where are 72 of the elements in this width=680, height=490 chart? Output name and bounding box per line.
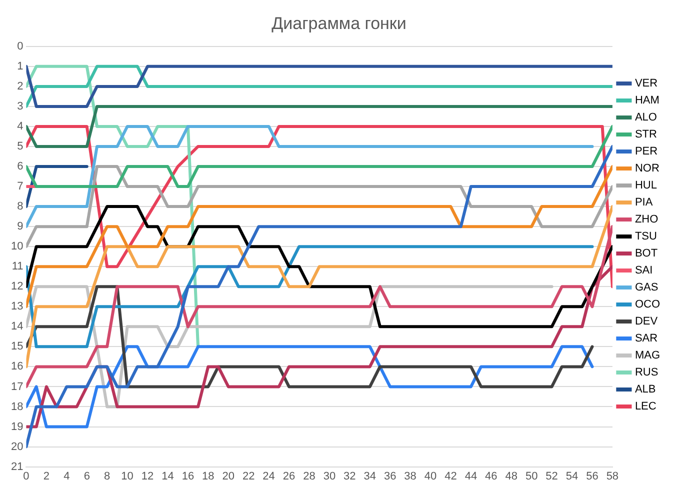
y-tick-label: 7 <box>17 180 24 193</box>
x-tick-label: 2 <box>43 470 50 482</box>
y-tick-label: 15 <box>10 340 24 353</box>
x-tick-label: 6 <box>84 470 90 482</box>
legend-label: DEV <box>634 316 658 328</box>
x-tick-label: 22 <box>242 470 255 482</box>
legend-label: SAI <box>634 264 653 277</box>
x-tick-label: 56 <box>586 470 598 482</box>
y-tick-label: 13 <box>10 300 24 313</box>
legend-label: ALO <box>634 112 658 124</box>
legend-label: STR <box>634 128 657 141</box>
y-tick-label: 4 <box>17 120 24 133</box>
legend-label: NOR <box>634 162 660 175</box>
y-tick-label: 14 <box>10 320 24 333</box>
x-tick-label: 4 <box>64 470 70 482</box>
x-tick-label: 42 <box>444 470 457 482</box>
x-tick-label: 30 <box>323 470 336 482</box>
y-tick-label: 5 <box>17 140 24 153</box>
y-tick-label: 19 <box>10 420 24 433</box>
legend-label: RUS <box>634 366 658 379</box>
y-tick-label: 11 <box>12 260 24 273</box>
legend-label: BOT <box>634 248 658 260</box>
x-tick-label: 46 <box>485 470 498 482</box>
x-tick-label: 16 <box>182 470 194 482</box>
x-tick-label: 52 <box>546 470 558 482</box>
y-tick-label: 18 <box>10 400 24 413</box>
y-tick-label: 9 <box>17 220 24 233</box>
y-tick-label: 6 <box>17 160 24 173</box>
legend-label: HUL <box>634 180 657 192</box>
legend-label: PIA <box>634 196 654 209</box>
x-tick-label: 36 <box>384 470 396 482</box>
x-tick-label: 28 <box>303 470 316 482</box>
legend-label: OCO <box>634 298 660 311</box>
y-tick-label: 1 <box>17 60 24 72</box>
x-tick-label: 8 <box>104 470 110 482</box>
x-tick-label: 54 <box>566 470 578 482</box>
x-tick-label: 48 <box>505 470 518 482</box>
y-tick-label: 20 <box>10 440 24 453</box>
x-tick-label: 12 <box>141 470 154 482</box>
x-tick-label: 20 <box>222 470 234 482</box>
legend-label: VER <box>634 78 658 90</box>
y-tick-label: 16 <box>10 360 24 373</box>
y-tick-label: 21 <box>10 460 24 473</box>
y-tick-label: 8 <box>17 200 24 213</box>
y-tick-label: 12 <box>10 280 24 293</box>
x-tick-label: 24 <box>262 470 275 482</box>
x-tick-label: 26 <box>282 470 296 482</box>
legend-label: HAM <box>634 94 660 107</box>
legend-label: LEC <box>634 400 656 413</box>
x-tick-label: 58 <box>606 470 619 482</box>
y-tick-label: 3 <box>17 100 24 112</box>
x-tick-label: 40 <box>424 470 437 482</box>
legend-label: ALB <box>634 384 656 396</box>
x-tick-label: 10 <box>121 470 134 482</box>
y-tick-label: 17 <box>10 380 24 393</box>
x-tick-label: 38 <box>404 470 416 482</box>
legend-label: SAR <box>634 332 658 345</box>
y-tick-label: 0 <box>17 40 24 52</box>
x-tick-label: 34 <box>364 470 376 482</box>
x-tick-label: 14 <box>162 470 174 482</box>
x-tick-label: 18 <box>202 470 214 482</box>
legend-label: ZHO <box>634 214 659 226</box>
y-tick-label: 2 <box>17 80 24 92</box>
chart-title: Диаграмма гонки <box>272 14 406 33</box>
y-tick-label: 10 <box>10 240 24 253</box>
x-tick-label: 44 <box>464 470 478 482</box>
x-tick-label: 32 <box>344 470 356 482</box>
x-tick-label: 50 <box>525 470 538 482</box>
legend-label: MAG <box>634 350 660 362</box>
legend-label: GAS <box>634 282 658 294</box>
legend-label: TSU <box>634 230 657 243</box>
legend-label: PER <box>634 146 658 158</box>
